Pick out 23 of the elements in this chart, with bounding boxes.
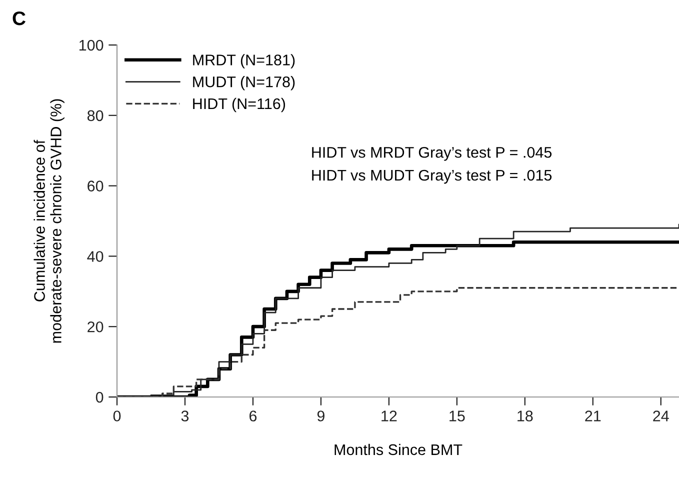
y-tick-label: 0 xyxy=(96,392,104,403)
annotation: HIDT vs MRDT Gray’s test P = .045 xyxy=(312,146,552,161)
x-tick-label: 24 xyxy=(653,410,669,422)
legend-label: MUDT (N=178) xyxy=(193,76,295,90)
legend-label: MRDT (N=181) xyxy=(193,54,295,68)
x-tick-label: 3 xyxy=(181,410,189,422)
y-tick-label: 100 xyxy=(79,40,104,51)
chart-title: C xyxy=(12,11,26,26)
annotation: HIDT vs MUDT Gray’s test P = .015 xyxy=(312,170,552,184)
y-tick-label: 20 xyxy=(88,321,104,332)
y-tick-label: 40 xyxy=(87,251,104,262)
y-tick-label: 80 xyxy=(87,110,104,122)
x-tick-label: 6 xyxy=(249,410,257,422)
x-tick-label: 9 xyxy=(317,410,324,422)
y-tick-label: 60 xyxy=(88,180,104,192)
x-tick-label: 21 xyxy=(585,410,601,422)
x-tick-label: 12 xyxy=(382,410,397,422)
x-axis-title: Months Since BMT xyxy=(334,444,462,456)
x-tick-label: 0 xyxy=(113,410,121,422)
legend-label: HIDT (N=116) xyxy=(193,98,286,112)
y-axis-title: Cumulative incidence of moderate-severe chronic GVHD (%) xyxy=(34,99,64,343)
x-tick-label: 18 xyxy=(518,410,533,422)
x-tick-label: 15 xyxy=(450,410,465,422)
